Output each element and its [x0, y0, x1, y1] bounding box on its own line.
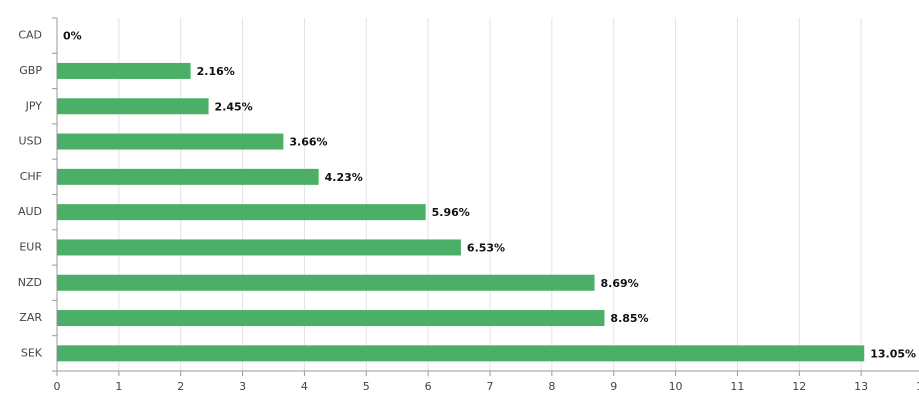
x-tick-label: 6 — [425, 380, 432, 393]
value-label: 13.05% — [870, 347, 916, 360]
x-tick-label: 12 — [792, 380, 806, 393]
y-tick-label: EUR — [19, 240, 42, 253]
y-tick-label: JPY — [25, 99, 43, 112]
value-label: 0% — [63, 30, 82, 43]
bar — [57, 62, 191, 79]
y-tick-label: GBP — [19, 64, 42, 77]
x-tick-label: 2 — [177, 380, 184, 393]
value-label: 2.45% — [215, 100, 253, 113]
bar — [57, 133, 284, 150]
y-tick-label: NZD — [18, 276, 42, 289]
y-tick-label: CAD — [18, 29, 42, 42]
bar — [57, 345, 865, 362]
value-label: 8.69% — [601, 277, 639, 290]
bar — [57, 168, 319, 185]
bar — [57, 239, 461, 256]
x-tick-label: 1 — [115, 380, 122, 393]
y-tick-label: CHF — [20, 170, 42, 183]
x-tick-label: 11 — [730, 380, 744, 393]
value-label: 3.66% — [289, 136, 327, 149]
value-label: 4.23% — [325, 171, 363, 184]
y-tick-label: ZAR — [19, 311, 42, 324]
value-label: 5.96% — [432, 206, 470, 219]
bar — [57, 98, 209, 115]
bar — [57, 310, 605, 327]
x-tick-label: 14 — [916, 380, 919, 393]
x-tick-label: 9 — [610, 380, 617, 393]
x-tick-label: 5 — [363, 380, 370, 393]
x-tick-label: 7 — [487, 380, 494, 393]
x-tick-label: 10 — [669, 380, 683, 393]
value-label: 6.53% — [467, 241, 505, 254]
bar — [57, 204, 426, 221]
value-label: 2.16% — [197, 65, 235, 78]
x-tick-label: 3 — [239, 380, 246, 393]
bar — [57, 274, 595, 291]
y-tick-label: SEK — [21, 346, 43, 359]
x-tick-label: 13 — [854, 380, 868, 393]
x-tick-label: 0 — [54, 380, 61, 393]
value-label: 8.85% — [610, 312, 648, 325]
x-tick-label: 8 — [548, 380, 555, 393]
x-tick-label: 4 — [301, 380, 308, 393]
y-tick-label: USD — [18, 135, 42, 148]
y-tick-label: AUD — [18, 205, 42, 218]
